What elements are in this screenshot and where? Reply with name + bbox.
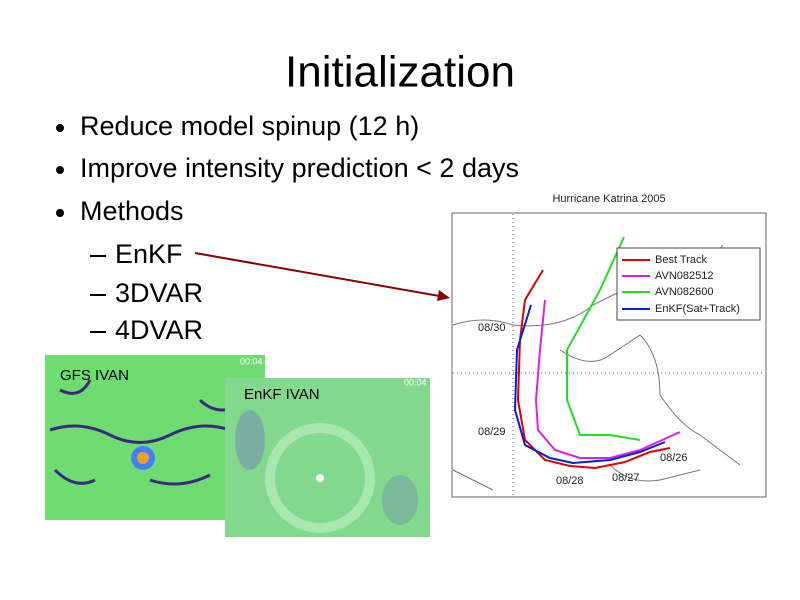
bullet-dot	[56, 209, 64, 217]
blob	[382, 475, 418, 525]
image-time: 00:04	[240, 356, 263, 366]
sub-bullet: 3DVAR	[115, 278, 203, 308]
image-label: GFS IVAN	[60, 367, 129, 384]
date-label: 08/30	[478, 322, 506, 334]
streaks	[49, 379, 251, 486]
arrow-head	[437, 290, 450, 301]
bullet-dot	[56, 166, 64, 174]
date-label: 08/28	[556, 475, 584, 487]
bullet: Methods	[80, 196, 184, 226]
blob	[235, 410, 265, 470]
bullet: Reduce model spinup (12 h)	[80, 111, 419, 141]
slide-title: Initialization	[285, 48, 515, 97]
track	[516, 269, 671, 470]
image-time: 00:04	[404, 377, 427, 387]
vortex-core	[137, 452, 149, 464]
ring	[265, 423, 375, 533]
date-label: 08/27	[612, 472, 640, 484]
sub-bullet: EnKF	[115, 239, 183, 269]
vortex	[316, 474, 324, 482]
bullet: Improve intensity prediction < 2 days	[80, 153, 519, 183]
date-label: 08/26	[660, 452, 688, 464]
legend-label: EnKF(Sat+Track)	[655, 303, 740, 315]
map-title: Hurricane Katrina 2005	[552, 193, 665, 205]
arrow	[194, 252, 446, 298]
date-label: 08/29	[478, 426, 506, 438]
track-map: Hurricane Katrina 2005 Best Track AVN082…	[451, 193, 767, 498]
enkf-image: EnKF IVAN 00:04	[225, 377, 430, 537]
bullets: Reduce model spinup (12 h) Improve inten…	[56, 111, 519, 345]
legend-label: AVN082512	[655, 270, 714, 282]
track	[534, 299, 681, 459]
image-bg	[225, 378, 430, 537]
bullet-dot	[56, 124, 64, 132]
sub-bullet: 4DVAR	[115, 315, 203, 345]
coastline	[452, 244, 741, 491]
track	[513, 304, 666, 465]
legend-label: Best Track	[655, 254, 707, 266]
legend-label: AVN082600	[655, 286, 714, 298]
track	[566, 236, 641, 441]
image-label: EnKF IVAN	[244, 386, 320, 403]
